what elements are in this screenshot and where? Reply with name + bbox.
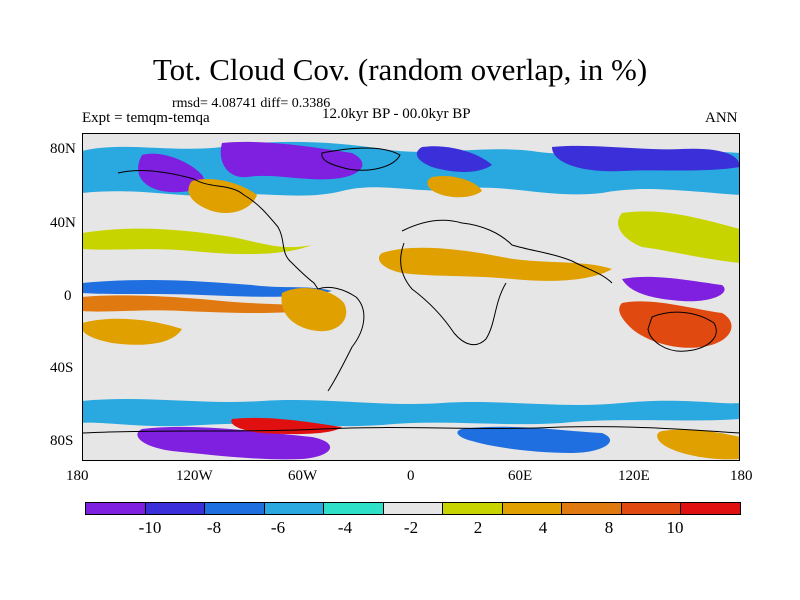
eurasia-coast <box>401 219 613 284</box>
antarctic-anomaly-east <box>457 426 611 453</box>
alaska-anomaly <box>138 153 204 193</box>
rmsd-diff-stats: rmsd= 4.08741 diff= 0.3386 <box>172 96 331 111</box>
colorbar-swatch <box>502 503 563 514</box>
lon-label-120e: 120E <box>618 468 650 484</box>
europe-anomaly <box>416 146 492 172</box>
antarctic-red-anomaly <box>231 417 342 435</box>
colorbar-swatch <box>681 503 741 514</box>
coastlines <box>82 147 740 434</box>
lon-label-60e: 60E <box>508 468 533 484</box>
wpac-olive-band <box>618 211 740 263</box>
colorbar <box>85 502 741 515</box>
colorbar-swatch <box>205 503 265 514</box>
experiment-label: Expt = temqm-temqa <box>82 110 210 126</box>
period-label: 12.0kyr BP - 00.0kyr BP <box>322 106 471 122</box>
map-frame <box>82 133 740 461</box>
colorbar-label: -2 <box>403 518 419 537</box>
colorbar-swatch <box>443 503 503 514</box>
colorbar-swatch <box>86 503 146 514</box>
colorbar-label: 4 <box>538 518 548 537</box>
colorbar-label: 8 <box>604 518 614 537</box>
chart-title: Tot. Cloud Cov. (random overlap, in %) <box>152 52 648 87</box>
africa-coast <box>400 242 507 346</box>
canada-anomaly <box>220 141 363 180</box>
npac-olive-band <box>82 228 312 255</box>
antarctic-anomaly-west <box>137 426 331 460</box>
australia-coast <box>647 311 717 352</box>
australia-anomaly <box>619 301 732 348</box>
colorbar-label: 2 <box>473 518 483 537</box>
lat-label-40s: 40S <box>50 360 74 376</box>
colorbar-label: -4 <box>337 518 353 537</box>
colorbar-swatch <box>383 503 444 514</box>
na-orange-anomaly <box>188 178 257 214</box>
season-label: ANN <box>705 110 738 126</box>
lon-label-180w: 180 <box>66 468 89 484</box>
colorbar-swatch <box>145 503 206 514</box>
lat-label-40n: 40N <box>50 215 76 231</box>
greenland-coast <box>321 147 401 171</box>
tropical-blue-band <box>82 279 332 297</box>
colorbar-swatch <box>562 503 622 514</box>
lon-label-120w: 120W <box>176 468 213 484</box>
siberia-anomaly <box>552 145 740 172</box>
colorbar-label: 10 <box>666 518 684 537</box>
eu-orange-anomaly <box>427 175 482 198</box>
north-america-coast <box>117 170 319 290</box>
antarctic-anomaly-orange <box>657 429 740 460</box>
cloud-cover-map <box>82 133 740 461</box>
map-fill <box>82 133 740 461</box>
antarctica-coast <box>82 426 740 434</box>
colorbar-swatch <box>324 503 384 514</box>
tropical-orange-band <box>82 295 322 313</box>
lon-label-180e: 180 <box>730 468 753 484</box>
africa-sahel-anomaly <box>378 247 612 281</box>
south-america-coast <box>317 286 365 392</box>
lat-label-0: 0 <box>64 288 72 304</box>
amazon-anomaly <box>281 288 347 332</box>
maritime-continent-anomaly <box>622 276 725 302</box>
lat-label-80s: 80S <box>50 433 74 449</box>
colorbar-label: -8 <box>206 518 222 537</box>
colorbar-label: -10 <box>138 518 162 537</box>
lon-label-60w: 60W <box>288 468 318 484</box>
colorbar-swatch <box>621 503 682 514</box>
lon-label-0: 0 <box>407 468 415 484</box>
sepac-anomaly <box>82 318 182 345</box>
colorbar-label: -6 <box>270 518 286 537</box>
lat-label-80n: 80N <box>50 141 76 157</box>
colorbar-swatch <box>264 503 325 514</box>
